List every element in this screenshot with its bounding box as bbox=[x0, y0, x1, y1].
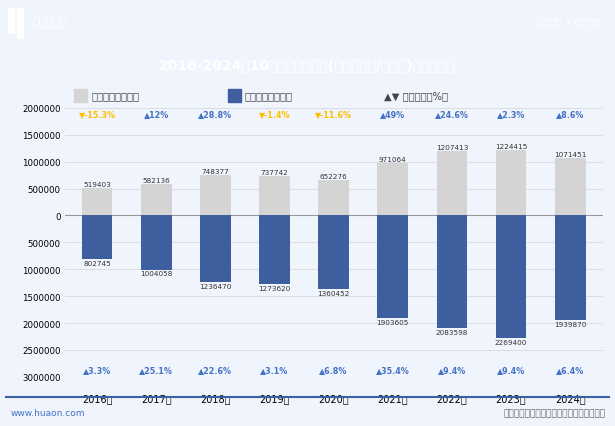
Text: 802745: 802745 bbox=[83, 260, 111, 266]
Text: 1903605: 1903605 bbox=[376, 319, 409, 325]
Bar bbox=[319, 181, 349, 216]
Bar bbox=[319, 216, 349, 289]
Text: 582136: 582136 bbox=[142, 178, 170, 184]
Text: 2083598: 2083598 bbox=[435, 329, 468, 335]
Bar bbox=[437, 216, 467, 328]
Text: 737742: 737742 bbox=[261, 170, 288, 176]
Text: 971064: 971064 bbox=[379, 157, 407, 163]
Text: 748377: 748377 bbox=[202, 169, 229, 175]
Text: ▲25.1%: ▲25.1% bbox=[139, 365, 173, 374]
Bar bbox=[378, 216, 408, 318]
Text: ▲6.4%: ▲6.4% bbox=[556, 365, 584, 374]
Bar bbox=[259, 216, 290, 284]
Text: www.huaon.com: www.huaon.com bbox=[11, 408, 85, 417]
Text: 519403: 519403 bbox=[83, 181, 111, 187]
Bar bbox=[141, 185, 172, 216]
Text: 2016-2024年10月内蒙古自治区(境内目的地/货源地)进、出口额: 2016-2024年10月内蒙古自治区(境内目的地/货源地)进、出口额 bbox=[159, 58, 456, 72]
Bar bbox=[8, 9, 14, 34]
Text: 1207413: 1207413 bbox=[435, 144, 468, 150]
Text: 出口额（万美元）: 出口额（万美元） bbox=[91, 91, 139, 101]
Bar bbox=[555, 158, 585, 216]
Text: ▲24.6%: ▲24.6% bbox=[435, 110, 469, 119]
Text: ▲3.1%: ▲3.1% bbox=[260, 365, 288, 374]
Text: ▲▼ 同比增长（%）: ▲▼ 同比增长（%） bbox=[384, 91, 448, 101]
Bar bbox=[496, 150, 526, 216]
Text: 1273620: 1273620 bbox=[258, 285, 291, 291]
Text: ▼-15.3%: ▼-15.3% bbox=[79, 110, 116, 119]
Text: ▲9.4%: ▲9.4% bbox=[497, 365, 525, 374]
Bar bbox=[17, 9, 23, 39]
Text: ▲8.6%: ▲8.6% bbox=[556, 110, 584, 119]
Text: ▲6.8%: ▲6.8% bbox=[319, 365, 348, 374]
Text: 1224415: 1224415 bbox=[495, 143, 527, 149]
Bar bbox=[82, 216, 113, 259]
Text: ▼-11.6%: ▼-11.6% bbox=[315, 110, 352, 119]
Text: 专业严谨 • 客观科学: 专业严谨 • 客观科学 bbox=[537, 17, 600, 27]
Text: 1071451: 1071451 bbox=[554, 152, 586, 158]
Text: ▲28.8%: ▲28.8% bbox=[198, 110, 232, 119]
Text: 1360452: 1360452 bbox=[317, 290, 350, 296]
Text: ▲12%: ▲12% bbox=[144, 110, 169, 119]
Bar bbox=[141, 216, 172, 270]
Text: 2269400: 2269400 bbox=[495, 339, 527, 345]
Text: ▲22.6%: ▲22.6% bbox=[199, 365, 232, 374]
Bar bbox=[74, 90, 87, 102]
Bar bbox=[200, 216, 231, 282]
Text: 进口额（万美元）: 进口额（万美元） bbox=[245, 91, 293, 101]
Text: 华经情报网: 华经情报网 bbox=[32, 16, 67, 29]
Text: ▲49%: ▲49% bbox=[380, 110, 405, 119]
Bar bbox=[200, 176, 231, 216]
Text: ▲3.3%: ▲3.3% bbox=[83, 365, 111, 374]
Text: ▲35.4%: ▲35.4% bbox=[376, 365, 410, 374]
Text: 1236470: 1236470 bbox=[199, 283, 232, 289]
Bar bbox=[378, 164, 408, 216]
Bar bbox=[496, 216, 526, 338]
Text: 1939870: 1939870 bbox=[554, 321, 586, 327]
Text: ▼-1.4%: ▼-1.4% bbox=[259, 110, 290, 119]
Bar bbox=[228, 90, 241, 102]
Text: 652276: 652276 bbox=[320, 174, 347, 180]
Bar bbox=[82, 188, 113, 216]
Text: 数据来源：中国海关；华经产业研究院整理: 数据来源：中国海关；华经产业研究院整理 bbox=[504, 408, 606, 417]
Bar bbox=[437, 151, 467, 216]
Bar bbox=[555, 216, 585, 320]
Text: ▲9.4%: ▲9.4% bbox=[438, 365, 466, 374]
Text: ▲2.3%: ▲2.3% bbox=[497, 110, 525, 119]
Bar bbox=[259, 176, 290, 216]
Text: 1004058: 1004058 bbox=[140, 271, 172, 277]
